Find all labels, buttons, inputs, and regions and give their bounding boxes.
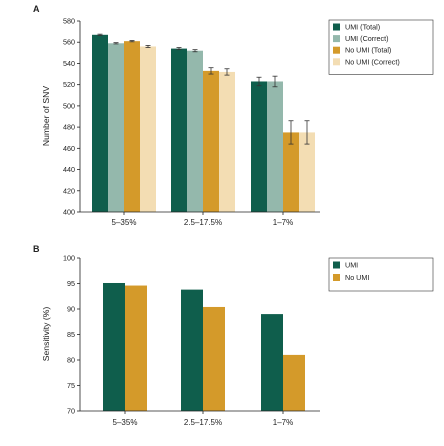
legend-swatch [333, 274, 340, 281]
y-tick-label: 85 [67, 330, 75, 339]
bar [299, 132, 315, 212]
x-tick-label: 2.5–17.5% [184, 218, 222, 227]
x-tick-label: 5–35% [113, 418, 138, 427]
legend-swatch [333, 261, 340, 269]
bar [283, 354, 305, 411]
y-tick-label: 75 [67, 381, 75, 390]
x-tick-label: 5–35% [112, 218, 137, 227]
y-tick-label: 420 [63, 186, 75, 195]
y-tick-label: 440 [63, 165, 75, 174]
bar [181, 289, 203, 411]
panel-a: A Number of SNV 400 420 440 460 480 500 520 540 56… [33, 4, 434, 227]
bar [171, 48, 187, 212]
legend-label: UMI (Correct) [345, 34, 389, 43]
bar [108, 43, 124, 213]
x-tick-label: 1–7% [273, 218, 293, 227]
bar [203, 70, 219, 212]
y-tick-label: 480 [63, 123, 75, 132]
y-tick-label: 80 [67, 356, 75, 365]
x-tick-label: 1–7% [273, 418, 293, 427]
bar [203, 306, 225, 411]
legend-label: UMI [345, 261, 358, 270]
y-tick-label: 95 [67, 279, 75, 288]
legend-swatch [333, 46, 340, 54]
bar [251, 81, 267, 212]
legend-label: UMI (Total) [345, 23, 380, 32]
y-tick-label: 500 [63, 101, 75, 110]
x-tick-label: 2.5–17.5% [184, 418, 222, 427]
panel-b: B Sensitivity (%) 70 75 80 85 90 95 100 5–35% 2.5–… [33, 244, 434, 427]
legend-box [328, 257, 434, 292]
bar [219, 71, 235, 212]
bar [125, 285, 147, 411]
bar [283, 132, 299, 212]
bar [267, 81, 283, 212]
legend-swatch [333, 23, 340, 31]
y-tick-label: 400 [63, 208, 75, 217]
bar [124, 41, 140, 213]
y-axis-label: Number of SNV [41, 86, 51, 146]
y-tick-label: 100 [63, 254, 75, 263]
y-tick-label: 560 [63, 38, 75, 47]
panel-label: B [33, 244, 40, 254]
bar [261, 314, 283, 411]
y-tick-label: 90 [67, 305, 75, 314]
y-tick-label: 580 [63, 17, 75, 26]
legend-label: No UMI (Total) [345, 46, 391, 55]
bar [187, 50, 203, 212]
y-axis-label: Sensitivity (%) [41, 307, 51, 362]
legend-swatch [333, 35, 340, 43]
bar [140, 46, 156, 212]
y-tick-label: 70 [67, 407, 75, 416]
legend-swatch [333, 58, 340, 66]
bar [103, 282, 125, 411]
bar [92, 34, 108, 212]
y-tick-label: 540 [63, 59, 75, 68]
legend-label: No UMI [345, 273, 369, 282]
y-tick-label: 520 [63, 80, 75, 89]
panel-label: A [33, 4, 40, 14]
y-tick-label: 460 [63, 144, 75, 153]
legend-label: No UMI (Correct) [345, 57, 400, 66]
legend-box [328, 19, 434, 75]
